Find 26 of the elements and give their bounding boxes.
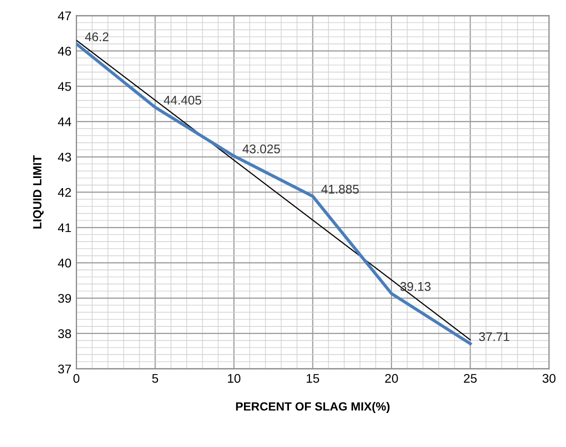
x-tick-label: 10 xyxy=(228,374,240,383)
y-tick-label: 37 xyxy=(58,364,71,374)
y-axis-title: LIQUID LIMIT xyxy=(33,155,44,228)
data-label: 41.885 xyxy=(321,184,359,194)
x-tick-label: 20 xyxy=(385,374,398,383)
data-label: 44.405 xyxy=(164,96,202,105)
y-tick-label: 47 xyxy=(58,12,71,20)
y-tick-label: 43 xyxy=(58,152,71,162)
y-tick-label: 42 xyxy=(58,188,71,197)
x-axis-title: PERCENT OF SLAG MIX(%) xyxy=(236,402,390,413)
y-tick-label: 46 xyxy=(58,46,71,56)
y-tick-label: 41 xyxy=(58,223,71,232)
data-label: 43.025 xyxy=(242,144,280,154)
y-tick-label: 39 xyxy=(58,294,71,303)
data-label: 46.2 xyxy=(85,32,108,42)
x-tick-label: 30 xyxy=(542,374,556,383)
y-tick-label: 40 xyxy=(58,258,72,268)
x-tick-label: 0 xyxy=(73,374,80,383)
x-tick-label: 15 xyxy=(306,374,320,383)
y-tick-label: 44 xyxy=(58,118,72,126)
y-tick-label: 38 xyxy=(58,329,72,338)
data-label: 37.71 xyxy=(479,332,510,342)
y-tick-label: 45 xyxy=(58,82,72,91)
x-tick-label: 25 xyxy=(464,374,477,383)
data-label: 39.13 xyxy=(400,282,431,291)
x-tick-label: 5 xyxy=(152,374,158,383)
